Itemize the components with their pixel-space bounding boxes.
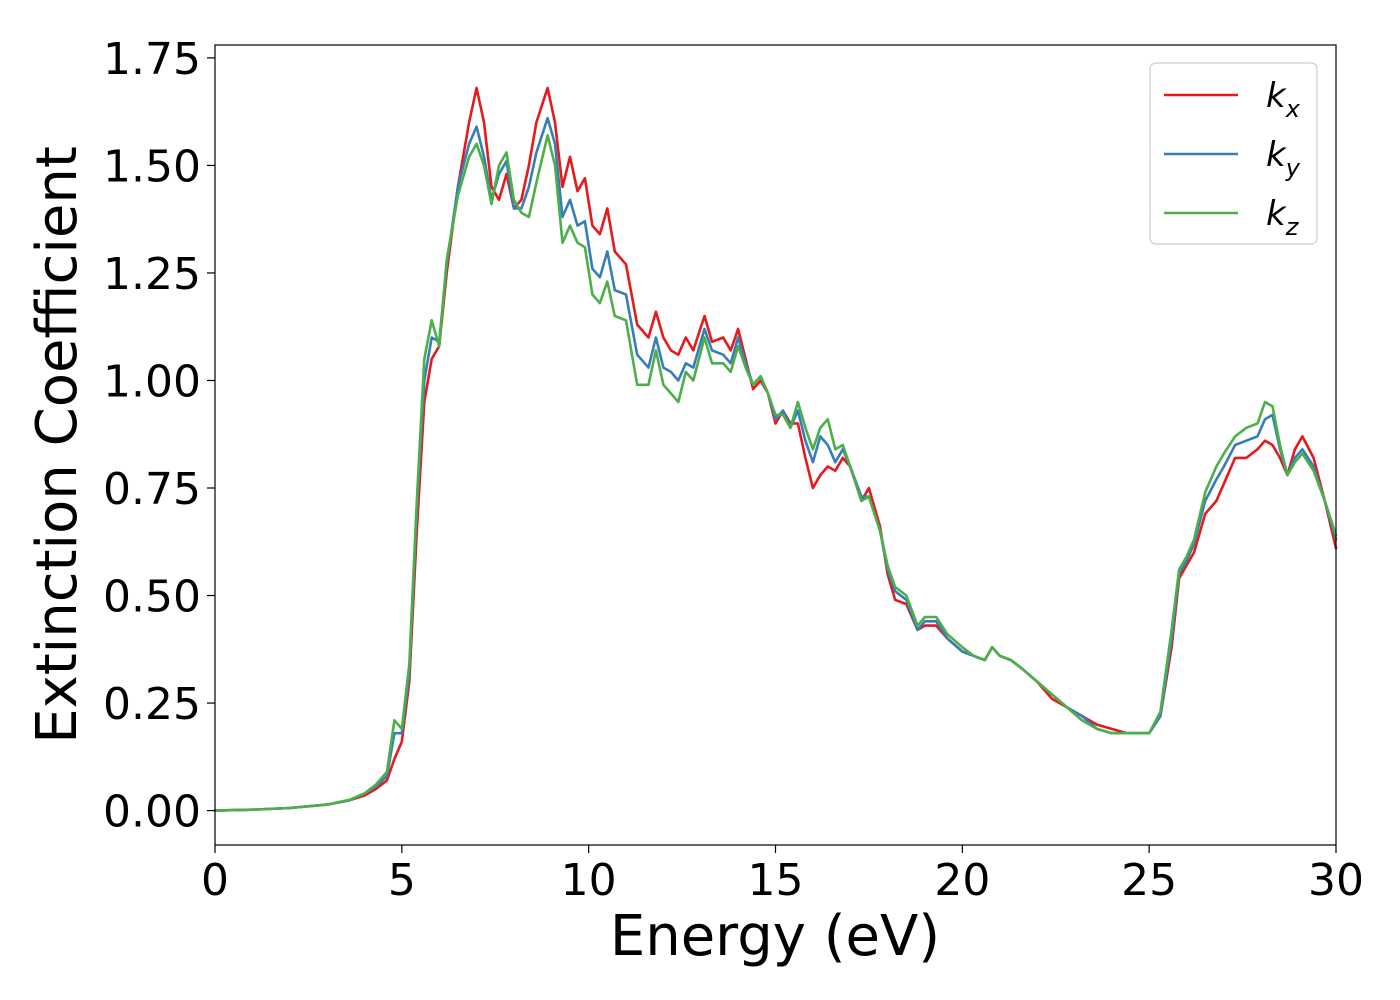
y-tick-label: 1.75 — [103, 34, 201, 85]
series-layer — [213, 86, 1338, 812]
y-tick-label: 0.75 — [103, 464, 201, 515]
x-tick-label: 5 — [388, 855, 416, 906]
x-tick-label: 15 — [748, 855, 804, 906]
y-tick-label: 1.50 — [103, 141, 201, 192]
x-tick-label: 10 — [561, 855, 617, 906]
y-tick-label: 0.25 — [103, 679, 201, 730]
y-tick-label: 1.25 — [103, 249, 201, 300]
x-tick-label: 20 — [934, 855, 990, 906]
series-line-kz — [213, 134, 1338, 812]
x-tick-label: 25 — [1121, 855, 1177, 906]
x-tick-label: 30 — [1308, 855, 1364, 906]
y-tick-label: 1.00 — [103, 356, 201, 407]
y-tick-label: 0.00 — [103, 787, 201, 838]
x-axis: 0 5 10 15 20 25 30 — [201, 845, 1364, 906]
x-tick-label: 0 — [201, 855, 229, 906]
y-tick-label: 0.50 — [103, 572, 201, 623]
x-axis-title: Energy (eV) — [610, 904, 940, 969]
y-axis-title: Extinction Coefficient — [25, 146, 90, 744]
y-axis: 0.00 0.25 0.50 0.75 1.00 1.25 1.50 1.75 — [103, 34, 215, 838]
